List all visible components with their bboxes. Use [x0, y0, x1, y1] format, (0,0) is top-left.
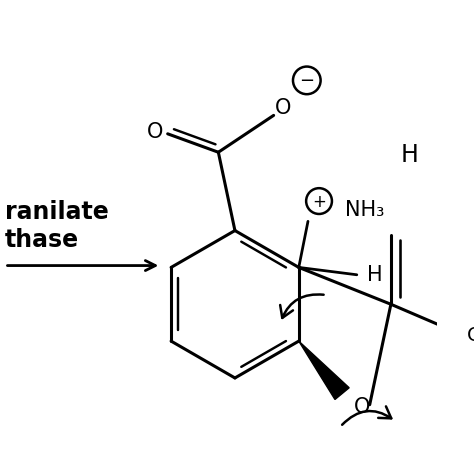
Text: thase: thase	[5, 228, 79, 252]
Text: H: H	[400, 143, 418, 167]
Polygon shape	[299, 341, 349, 400]
Text: NH₃: NH₃	[345, 201, 384, 220]
Text: C: C	[466, 326, 474, 345]
Text: −: −	[299, 73, 314, 91]
Text: ranilate: ranilate	[5, 200, 109, 224]
Text: O: O	[146, 122, 163, 142]
Text: O: O	[274, 98, 291, 118]
Text: O: O	[354, 397, 371, 417]
Text: H: H	[367, 265, 383, 285]
FancyArrowPatch shape	[342, 406, 391, 425]
FancyArrowPatch shape	[280, 294, 324, 318]
Text: +: +	[312, 193, 326, 211]
